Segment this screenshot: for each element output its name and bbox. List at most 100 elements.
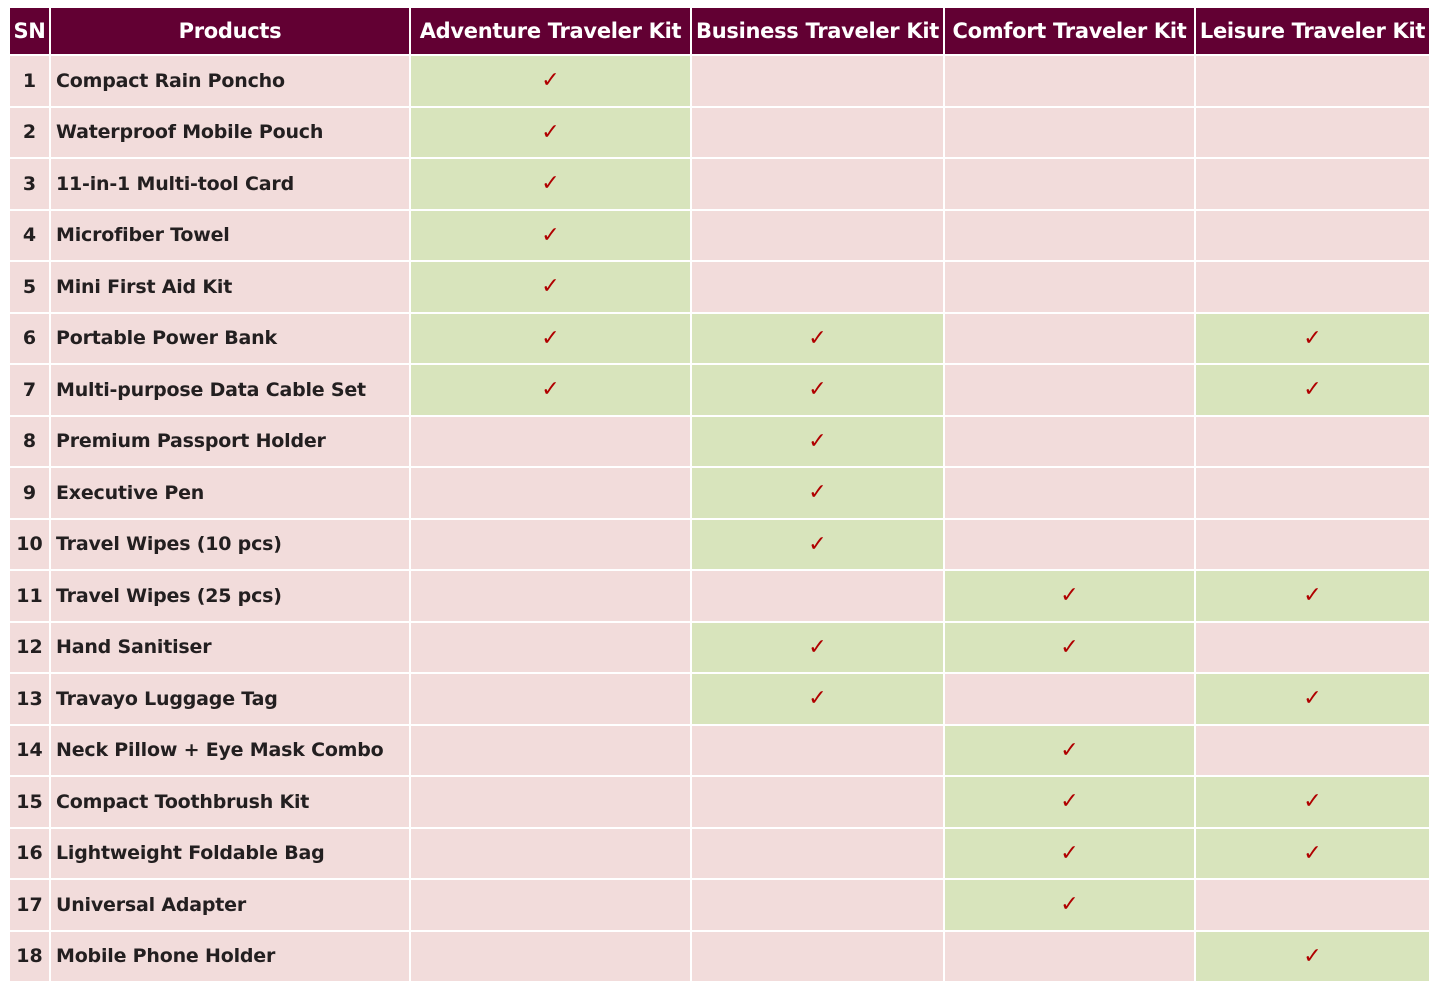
- kit-comparison-table: SN Products Adventure Traveler Kit Busin…: [8, 6, 1431, 983]
- cell-business-kit: ✓: [690, 672, 945, 726]
- cell-comfort-kit: [943, 672, 1196, 726]
- cell-comfort-kit: ✓: [943, 775, 1196, 829]
- cell-adventure-kit: [409, 620, 692, 674]
- cell-adventure-kit: ✓: [409, 54, 692, 108]
- table-row: 4 Microfiber Towel ✓: [8, 208, 1431, 262]
- cell-comfort-kit: [943, 208, 1196, 262]
- cell-business-kit: ✓: [690, 517, 945, 571]
- row-sn: 14: [8, 723, 51, 777]
- header-adventure-kit: Adventure Traveler Kit: [409, 6, 692, 56]
- row-product-name: Lightweight Foldable Bag: [49, 826, 411, 880]
- cell-comfort-kit: [943, 105, 1196, 159]
- check-mark-icon: ✓: [1303, 943, 1322, 969]
- table-row: 1 Compact Rain Poncho ✓: [8, 54, 1431, 108]
- cell-business-kit: [690, 723, 945, 777]
- cell-adventure-kit: [409, 723, 692, 777]
- cell-business-kit: [690, 775, 945, 829]
- cell-adventure-kit: ✓: [409, 363, 692, 417]
- check-mark-icon: ✓: [1060, 892, 1079, 918]
- check-mark-icon: ✓: [808, 634, 827, 660]
- table-row: 9 Executive Pen ✓: [8, 466, 1431, 520]
- table-row: 6 Portable Power Bank ✓ ✓ ✓: [8, 311, 1431, 365]
- cell-adventure-kit: [409, 569, 692, 623]
- check-mark-icon: ✓: [541, 377, 560, 403]
- cell-comfort-kit: [943, 311, 1196, 365]
- table-row: 2 Waterproof Mobile Pouch ✓: [8, 105, 1431, 159]
- cell-leisure-kit: ✓: [1194, 569, 1431, 623]
- cell-adventure-kit: [409, 672, 692, 726]
- cell-adventure-kit: ✓: [409, 311, 692, 365]
- cell-business-kit: [690, 260, 945, 314]
- cell-leisure-kit: [1194, 517, 1431, 571]
- cell-adventure-kit: ✓: [409, 157, 692, 211]
- cell-leisure-kit: [1194, 105, 1431, 159]
- cell-leisure-kit: ✓: [1194, 826, 1431, 880]
- cell-business-kit: ✓: [690, 311, 945, 365]
- cell-leisure-kit: [1194, 414, 1431, 468]
- cell-business-kit: ✓: [690, 620, 945, 674]
- cell-comfort-kit: [943, 414, 1196, 468]
- check-mark-icon: ✓: [1060, 789, 1079, 815]
- cell-leisure-kit: ✓: [1194, 363, 1431, 417]
- cell-business-kit: [690, 157, 945, 211]
- check-mark-icon: ✓: [808, 686, 827, 712]
- row-product-name: Travel Wipes (25 pcs): [49, 569, 411, 623]
- cell-leisure-kit: [1194, 878, 1431, 932]
- row-product-name: Premium Passport Holder: [49, 414, 411, 468]
- check-mark-icon: ✓: [808, 531, 827, 557]
- row-sn: 7: [8, 363, 51, 417]
- cell-adventure-kit: [409, 466, 692, 520]
- check-mark-icon: ✓: [808, 325, 827, 351]
- cell-leisure-kit: ✓: [1194, 672, 1431, 726]
- cell-adventure-kit: ✓: [409, 260, 692, 314]
- row-sn: 2: [8, 105, 51, 159]
- check-mark-icon: ✓: [1060, 634, 1079, 660]
- check-mark-icon: ✓: [541, 325, 560, 351]
- row-product-name: 11-in-1 Multi-tool Card: [49, 157, 411, 211]
- cell-leisure-kit: [1194, 620, 1431, 674]
- row-sn: 18: [8, 929, 51, 983]
- cell-business-kit: ✓: [690, 466, 945, 520]
- row-product-name: Microfiber Towel: [49, 208, 411, 262]
- cell-adventure-kit: [409, 826, 692, 880]
- check-mark-icon: ✓: [541, 68, 560, 94]
- cell-leisure-kit: [1194, 54, 1431, 108]
- table-row: 18 Mobile Phone Holder ✓: [8, 929, 1431, 983]
- row-sn: 6: [8, 311, 51, 365]
- row-sn: 9: [8, 466, 51, 520]
- check-mark-icon: ✓: [808, 480, 827, 506]
- table-row: 7 Multi-purpose Data Cable Set ✓ ✓ ✓: [8, 363, 1431, 417]
- cell-business-kit: ✓: [690, 414, 945, 468]
- kit-comparison-table-container: SN Products Adventure Traveler Kit Busin…: [8, 6, 1431, 983]
- check-mark-icon: ✓: [541, 171, 560, 197]
- cell-adventure-kit: [409, 775, 692, 829]
- table-row: 17 Universal Adapter ✓: [8, 878, 1431, 932]
- table-body: 1 Compact Rain Poncho ✓ 2 Waterproof Mobile …: [8, 54, 1431, 983]
- cell-comfort-kit: [943, 929, 1196, 983]
- cell-business-kit: ✓: [690, 363, 945, 417]
- check-mark-icon: ✓: [541, 274, 560, 300]
- table-row: 16 Lightweight Foldable Bag ✓ ✓: [8, 826, 1431, 880]
- header-row: SN Products Adventure Traveler Kit Busin…: [8, 6, 1431, 56]
- row-product-name: Portable Power Bank: [49, 311, 411, 365]
- cell-leisure-kit: [1194, 466, 1431, 520]
- check-mark-icon: ✓: [1303, 686, 1322, 712]
- cell-business-kit: [690, 929, 945, 983]
- header-sn: SN: [8, 6, 51, 56]
- row-sn: 15: [8, 775, 51, 829]
- table-row: 15 Compact Toothbrush Kit ✓ ✓: [8, 775, 1431, 829]
- cell-comfort-kit: [943, 260, 1196, 314]
- cell-business-kit: [690, 569, 945, 623]
- cell-business-kit: [690, 208, 945, 262]
- row-product-name: Universal Adapter: [49, 878, 411, 932]
- cell-leisure-kit: ✓: [1194, 929, 1431, 983]
- cell-leisure-kit: [1194, 157, 1431, 211]
- table-row: 13 Travayo Luggage Tag ✓ ✓: [8, 672, 1431, 726]
- row-product-name: Multi-purpose Data Cable Set: [49, 363, 411, 417]
- row-sn: 10: [8, 517, 51, 571]
- row-sn: 13: [8, 672, 51, 726]
- table-row: 8 Premium Passport Holder ✓: [8, 414, 1431, 468]
- row-product-name: Executive Pen: [49, 466, 411, 520]
- check-mark-icon: ✓: [1303, 789, 1322, 815]
- row-product-name: Hand Sanitiser: [49, 620, 411, 674]
